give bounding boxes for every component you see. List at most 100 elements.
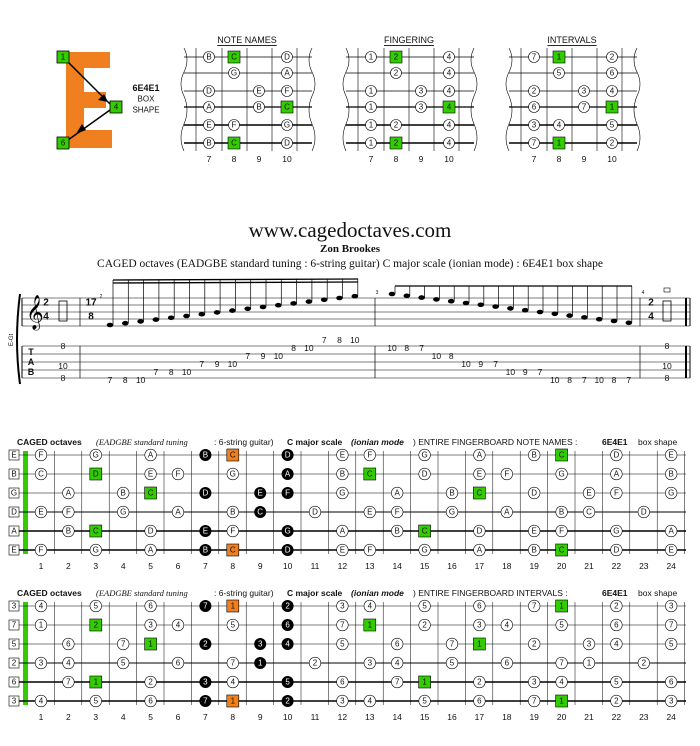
note-label: F	[559, 527, 564, 536]
note-marker	[363, 656, 376, 670]
note-marker	[665, 694, 678, 708]
tab-number: 8	[449, 351, 454, 361]
note-marker	[391, 486, 404, 500]
note-label: 7	[532, 602, 537, 611]
root-note-marker	[555, 543, 568, 557]
tab-number: 7	[626, 375, 631, 385]
note-label: G	[120, 508, 126, 517]
note-label: D	[531, 489, 537, 498]
note-marker	[553, 67, 565, 79]
note-label: 3	[419, 103, 424, 112]
note-label: 1	[610, 103, 615, 112]
note-label: 4	[231, 678, 236, 687]
note-label: G	[558, 470, 564, 479]
tab-number: 8	[337, 335, 342, 345]
note-label: E	[203, 527, 208, 536]
note-head	[566, 313, 573, 318]
note-label: 6	[176, 659, 181, 668]
note-marker	[365, 101, 377, 113]
note-marker	[117, 505, 130, 519]
tab-number: 7	[322, 335, 327, 345]
fret-number: 11	[311, 561, 320, 571]
panel-title: FINGERING	[384, 35, 434, 45]
tab-number: 10	[228, 359, 238, 369]
note-head	[595, 316, 603, 322]
note-marker	[582, 637, 596, 651]
note-label: 4	[285, 640, 290, 649]
fret-number: 14	[392, 712, 402, 722]
tab-number: 10	[182, 367, 192, 377]
note-label: 7	[532, 139, 537, 148]
string-name: 3	[12, 602, 17, 611]
time-signature: 4	[43, 312, 49, 323]
note-label: C	[559, 546, 565, 555]
note-label: 7	[669, 621, 674, 630]
tab-number: 8	[61, 341, 66, 351]
box-note-marker	[281, 600, 294, 612]
tab-number: 7	[154, 367, 159, 377]
note-label: 1	[422, 678, 427, 687]
note-marker	[89, 543, 102, 557]
note-marker	[226, 467, 239, 481]
fret-number: 9	[582, 154, 587, 164]
note-label: C	[257, 508, 263, 517]
note-label: 2	[94, 621, 99, 630]
note-label: 6	[477, 602, 482, 611]
note-head	[551, 311, 559, 317]
measure-number: 3	[376, 290, 379, 296]
root-note-marker	[144, 637, 157, 651]
note-label: F	[232, 121, 237, 130]
fret-number: 10	[283, 712, 293, 722]
tab-number: 8	[567, 375, 572, 385]
fingerboard-title: : 6-string guitar)	[214, 437, 274, 447]
tab-number: 8	[665, 373, 670, 383]
note-label: 2	[313, 659, 318, 668]
note-marker	[144, 524, 157, 538]
note-marker	[391, 505, 404, 519]
note-marker	[418, 618, 431, 632]
fingerboard-title: (EADGBE standard tuning	[96, 437, 188, 447]
note-marker	[445, 486, 459, 500]
tab-number: 10	[550, 375, 560, 385]
root-note-marker	[473, 637, 486, 651]
note-marker	[473, 694, 486, 708]
note-marker	[500, 505, 513, 519]
tab-number: 10	[662, 361, 672, 371]
fingerboard-note-names: CAGED octaves (EADGBE standard tuning: 6-…	[8, 437, 686, 571]
root-note-marker	[418, 524, 431, 538]
note-marker	[582, 505, 596, 519]
fingerboard-title: C major scale	[287, 437, 343, 447]
note-label: 2	[610, 53, 615, 62]
note-label: 4	[505, 621, 510, 630]
note-label: E	[477, 470, 482, 479]
box-note-marker	[281, 449, 294, 461]
note-label: E	[340, 546, 345, 555]
note-label: 4	[368, 697, 373, 706]
root-note-marker	[89, 524, 103, 538]
note-head	[536, 309, 544, 315]
note-head	[388, 291, 396, 297]
note-marker	[528, 119, 540, 131]
fret-number: 24	[666, 712, 676, 722]
fret-number: 9	[258, 561, 263, 571]
note-marker	[500, 618, 513, 632]
note-label: 5	[422, 697, 427, 706]
note-marker	[418, 448, 431, 462]
note-marker	[144, 448, 157, 462]
box-note-marker	[254, 487, 267, 499]
note-marker	[253, 101, 265, 113]
fret-number: 10	[283, 561, 293, 571]
note-marker	[445, 505, 459, 519]
note-label: B	[559, 508, 564, 517]
note-marker	[62, 637, 75, 651]
note-label: 3	[532, 121, 537, 130]
note-marker	[473, 543, 486, 557]
note-marker	[528, 101, 540, 113]
note-marker	[665, 675, 678, 689]
fret-number: 8	[230, 712, 235, 722]
note-label: 7	[121, 640, 126, 649]
note-label: G	[421, 546, 427, 555]
note-marker	[281, 85, 293, 97]
note-marker	[253, 85, 265, 97]
note-label: 3	[669, 697, 674, 706]
